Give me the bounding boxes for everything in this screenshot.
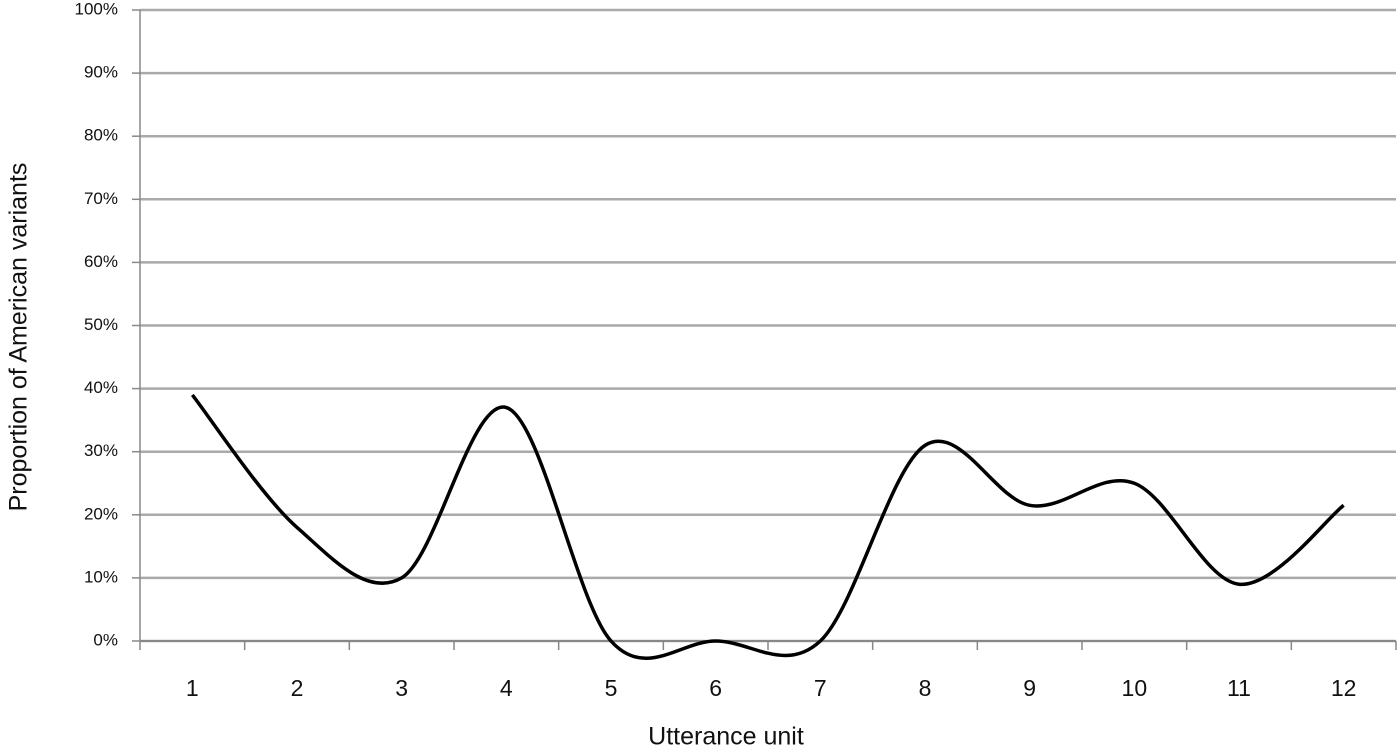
x-tick-label: 11 [1227, 675, 1251, 701]
y-tick-label: 90% [84, 63, 118, 82]
y-tick-label: 30% [84, 441, 118, 460]
x-tick-label: 12 [1331, 675, 1357, 701]
x-tick-label: 7 [814, 675, 827, 701]
y-axis-title: Proportion of American variants [5, 163, 33, 512]
y-tick-label: 60% [84, 252, 118, 271]
y-tick-label: 40% [84, 378, 118, 397]
x-tick-label: 6 [709, 675, 722, 701]
y-tick-label: 100% [75, 0, 118, 18]
x-tick-label: 3 [395, 675, 408, 701]
x-tick-label: 4 [500, 675, 513, 701]
x-tick-label: 2 [291, 675, 304, 701]
y-tick-label: 0% [93, 630, 118, 649]
y-tick-label: 80% [84, 126, 118, 145]
y-tick-label: 50% [84, 315, 118, 334]
x-tick-label: 5 [605, 675, 618, 701]
y-tick-label: 10% [84, 567, 118, 586]
y-tick-label: 70% [84, 189, 118, 208]
data-line [190, 393, 1345, 661]
x-tick-label: 8 [919, 675, 932, 701]
x-tick-label: 10 [1122, 675, 1148, 701]
x-axis-title: Utterance unit [648, 723, 804, 751]
y-tick-label: 20% [84, 504, 118, 523]
x-tick-label: 1 [186, 675, 199, 701]
x-tick-label: 9 [1023, 675, 1036, 701]
